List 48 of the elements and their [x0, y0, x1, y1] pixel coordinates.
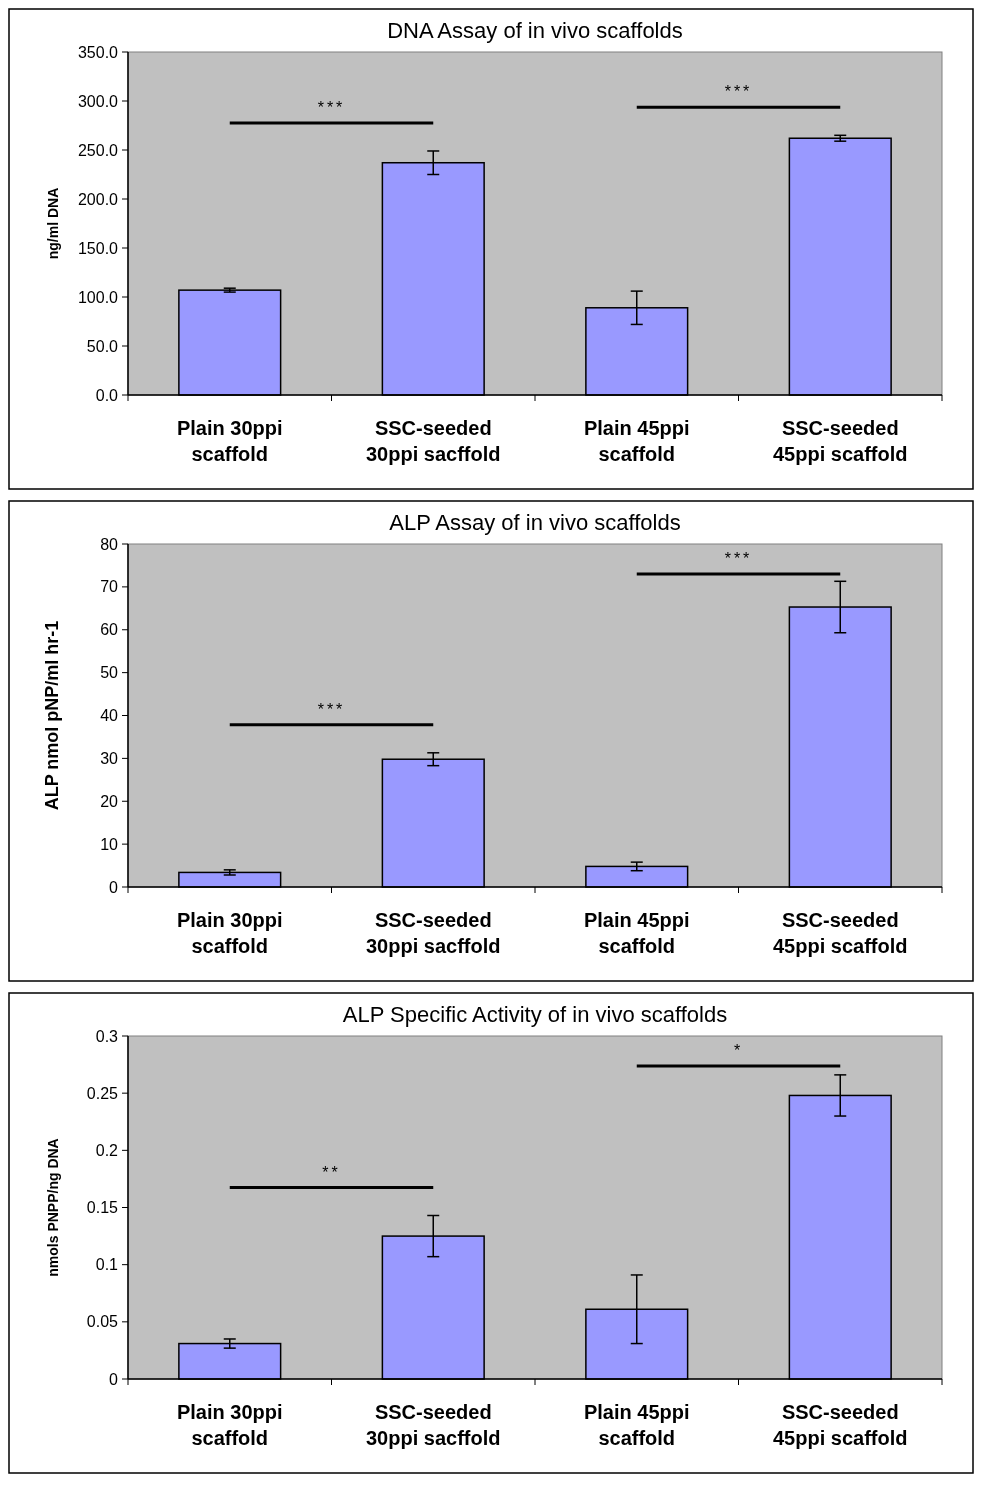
chart-title: DNA Assay of in vivo scaffolds	[387, 18, 683, 43]
y-tick-label: 70	[100, 578, 119, 596]
y-tick-label: 80	[100, 535, 119, 553]
x-tick-label: SSC-seeded 30ppi sacffold	[366, 1401, 501, 1449]
y-tick-label: 50.0	[86, 337, 119, 355]
x-tick-label: SSC-seeded 30ppi sacffold	[366, 417, 501, 465]
x-tick-label: SSC-seeded 30ppi sacffold	[366, 909, 501, 957]
x-tick-label: SSC-seeded 45ppi scaffold	[773, 1401, 908, 1449]
y-tick-label: 100.0	[77, 288, 119, 306]
y-axis-title: nmols PNPP/ng DNA	[45, 1138, 61, 1277]
y-tick-label: 30	[100, 749, 119, 767]
x-tick-label: SSC-seeded 45ppi scaffold	[773, 909, 908, 957]
y-tick-label: 60	[100, 621, 119, 639]
y-tick-label: 20	[100, 792, 119, 810]
x-tick-label: Plain 30ppi scaffold	[176, 417, 283, 465]
y-tick-label: 0.0	[95, 386, 119, 404]
x-tick-label: SSC-seeded 45ppi scaffold	[773, 417, 908, 465]
y-tick-label: 300.0	[77, 92, 119, 110]
y-tick-label: 50	[100, 664, 119, 682]
y-tick-label: 40	[100, 707, 119, 725]
y-tick-label: 0	[109, 1370, 119, 1388]
annotation: ***	[317, 700, 346, 718]
y-tick-label: 150.0	[77, 239, 119, 257]
y-tick-label: 0.1	[95, 1256, 119, 1274]
annotation: ***	[317, 98, 346, 116]
x-tick-label: Plain 45ppi scaffold	[583, 909, 690, 957]
x-tick-label: Plain 45ppi scaffold	[583, 417, 690, 465]
x-tick-label: Plain 30ppi scaffold	[176, 909, 283, 957]
annotation: *	[733, 1042, 744, 1059]
y-tick-label: 0.15	[86, 1199, 119, 1217]
y-tick-label: 0.3	[95, 1027, 119, 1045]
chart-title: ALP Assay of in vivo scaffolds	[389, 510, 681, 535]
y-tick-label: 350.0	[77, 43, 119, 61]
y-tick-label: 0	[109, 878, 119, 896]
y-axis-title: ALP nmol pNP/ml hr-1	[42, 620, 62, 811]
annotation: **	[322, 1163, 341, 1181]
y-tick-label: 0.05	[86, 1313, 119, 1331]
y-tick-label: 0.25	[86, 1084, 119, 1102]
x-tick-label: Plain 30ppi scaffold	[176, 1401, 283, 1449]
y-tick-label: 250.0	[77, 141, 119, 159]
y-tick-label: 10	[100, 835, 119, 853]
x-tick-label: Plain 45ppi scaffold	[583, 1401, 690, 1449]
annotation: ***	[724, 550, 753, 567]
y-axis-title: ng/ml DNA	[45, 187, 61, 260]
annotation: ***	[724, 83, 753, 101]
y-tick-label: 200.0	[77, 190, 119, 208]
chart-title: ALP Specific Activity of in vivo scaffolds	[342, 1002, 728, 1027]
y-tick-label: 0.2	[95, 1141, 119, 1159]
